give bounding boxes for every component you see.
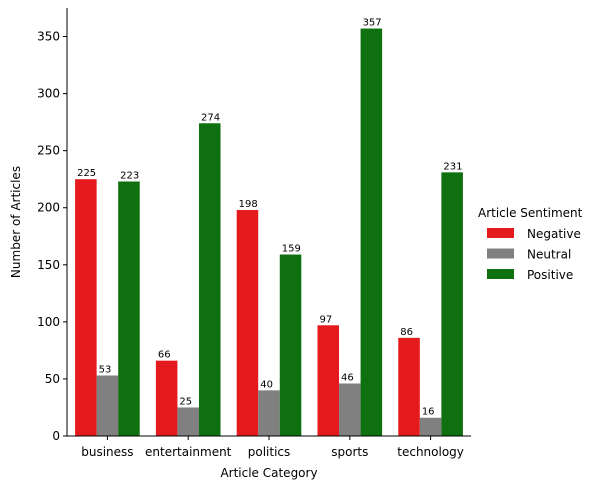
legend-label-positive: Positive <box>527 268 573 282</box>
data-label-negative-technology: 86 <box>400 327 413 338</box>
bar-positive-business <box>118 181 140 436</box>
x-ticks: business entertainment politics sports techn… <box>81 436 464 459</box>
legend-swatch-negative <box>487 228 514 238</box>
y-tick-label: 300 <box>37 87 60 101</box>
x-tick-label-business: business <box>81 445 133 459</box>
bar-negative-business <box>75 179 97 436</box>
data-label-neutral-business: 53 <box>99 365 112 376</box>
bars-layer <box>75 28 463 437</box>
data-labels-layer: 225 53 223 66 25 274 198 40 159 97 46 357 86 16 231 <box>77 18 462 418</box>
bar-negative-entertainment <box>155 360 178 436</box>
x-axis-title: Article Category <box>220 466 317 480</box>
legend-label-negative: Negative <box>527 227 581 241</box>
x-tick-label-politics: politics <box>248 445 291 459</box>
x-tick-label-sports: sports <box>331 445 368 459</box>
y-tick-label: 250 <box>37 144 60 158</box>
bar-neutral-business <box>96 375 119 436</box>
legend-label-neutral: Neutral <box>527 248 571 262</box>
data-label-negative-entertainment: 66 <box>158 350 171 361</box>
bar-neutral-entertainment <box>177 407 199 436</box>
legend-swatch-positive <box>487 269 514 279</box>
legend-title: Article Sentiment <box>478 206 583 220</box>
bar-neutral-politics <box>258 390 280 436</box>
data-label-positive-politics: 159 <box>282 244 301 255</box>
bar-positive-entertainment <box>198 123 221 437</box>
data-label-neutral-entertainment: 25 <box>179 396 192 407</box>
bar-positive-technology <box>441 172 463 437</box>
y-ticks: 0 50 100 150 200 250 300 350 <box>37 30 67 443</box>
bar-negative-politics <box>236 210 259 436</box>
bar-neutral-technology <box>419 417 442 436</box>
y-tick-label: 50 <box>45 372 60 386</box>
data-label-positive-sports: 357 <box>363 18 382 29</box>
data-label-positive-technology: 231 <box>443 161 462 172</box>
legend-swatch-neutral <box>487 248 514 259</box>
legend: Article Sentiment Negative Neutral Positiv… <box>478 206 583 282</box>
data-label-positive-business: 223 <box>120 170 139 181</box>
y-tick-label: 150 <box>37 258 60 272</box>
y-tick-label: 100 <box>37 315 60 329</box>
data-label-negative-sports: 97 <box>319 314 332 325</box>
data-label-positive-entertainment: 274 <box>201 112 220 123</box>
y-axis-title: Number of Articles <box>9 166 23 278</box>
bar-negative-sports <box>317 325 340 436</box>
data-label-negative-politics: 198 <box>239 199 258 210</box>
x-tick-label-entertainment: entertainment <box>145 445 232 459</box>
y-tick-label: 350 <box>37 30 60 44</box>
data-label-negative-business: 225 <box>77 168 96 179</box>
data-label-neutral-technology: 16 <box>422 407 435 418</box>
bar-negative-technology <box>398 337 420 436</box>
bar-neutral-sports <box>339 383 361 436</box>
data-label-neutral-politics: 40 <box>260 379 273 390</box>
y-tick-label: 200 <box>37 201 60 215</box>
x-tick-label-technology: technology <box>397 445 464 459</box>
bar-positive-politics <box>279 254 302 436</box>
data-label-neutral-sports: 46 <box>341 372 354 383</box>
legend-items: Negative Neutral Positive <box>487 227 581 282</box>
bar-positive-sports <box>360 28 383 436</box>
y-tick-label: 0 <box>52 429 60 443</box>
